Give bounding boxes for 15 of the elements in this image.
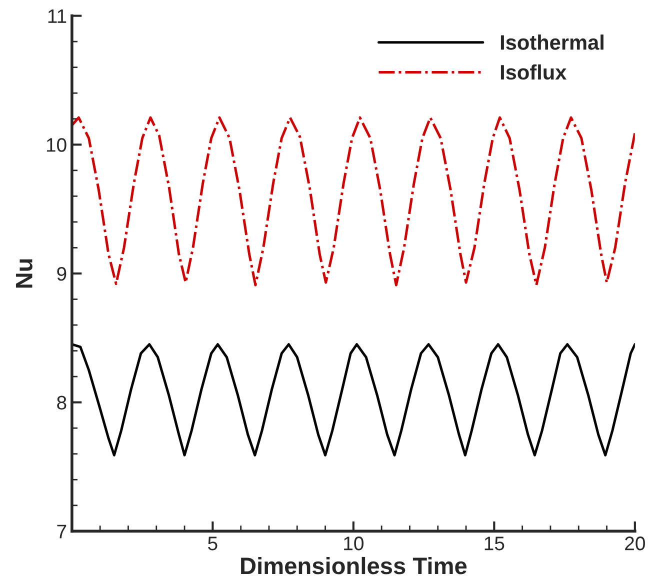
legend-label: Isoflux — [500, 64, 567, 80]
line-series — [72, 343, 635, 456]
x-tick-label: 5 — [208, 536, 218, 550]
y-tick-label: 7 — [57, 524, 66, 538]
y-tick-label: 11 — [48, 9, 66, 23]
x-axis-title: Dimensionless Time — [241, 556, 467, 574]
y-tick-label: 9 — [57, 266, 66, 281]
y-tick-label: 8 — [57, 396, 66, 410]
x-tick-label: 15 — [484, 536, 504, 550]
x-tick-label: 20 — [625, 536, 645, 550]
y-axis-title: Nu — [16, 259, 32, 288]
legend-label: Isothermal — [500, 34, 604, 50]
y-tick-label: 10 — [46, 138, 66, 152]
line-series — [72, 116, 635, 286]
x-tick-label: 10 — [344, 536, 364, 550]
